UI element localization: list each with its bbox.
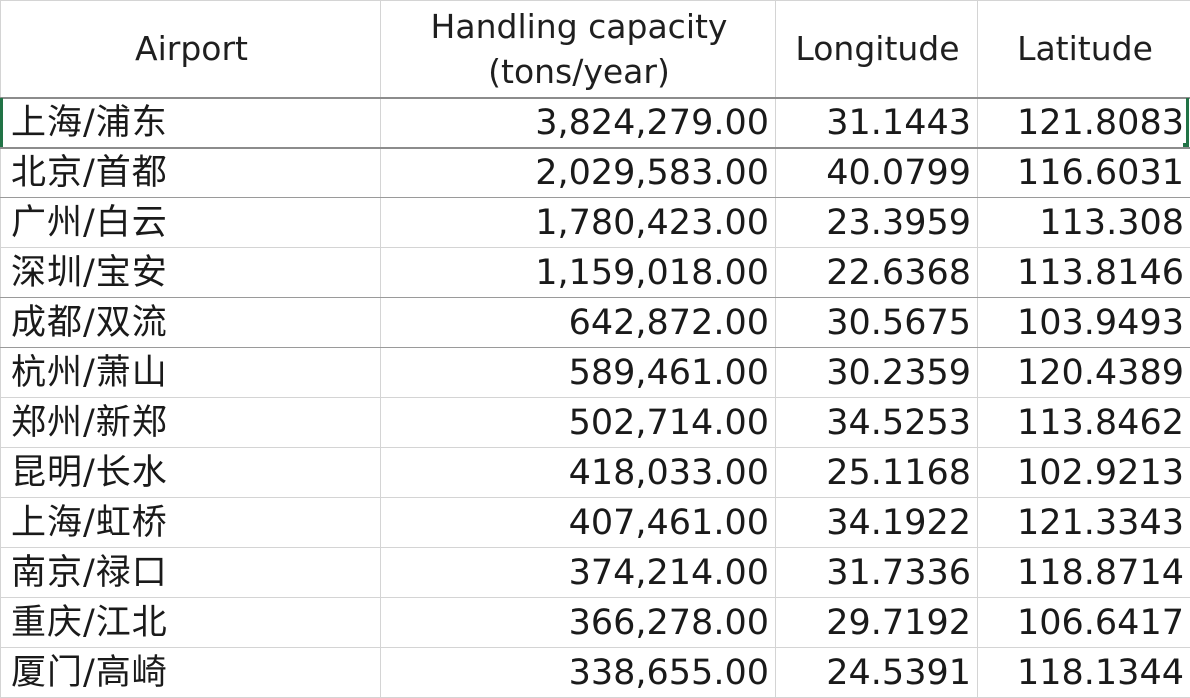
cell-latitude[interactable]: 118.8714 xyxy=(977,547,1190,598)
cell-latitude[interactable]: 106.6417 xyxy=(977,597,1190,648)
table-row: 昆明/长水 418,033.00 25.1168 102.9213 xyxy=(0,447,1190,498)
table-row: 成都/双流 642,872.00 30.5675 103.9493 xyxy=(0,297,1190,348)
cell-latitude[interactable]: 116.6031 xyxy=(977,147,1190,198)
header-longitude[interactable]: Longitude xyxy=(775,0,978,99)
header-airport[interactable]: Airport xyxy=(0,0,381,99)
cell-longitude[interactable]: 30.5675 xyxy=(775,297,978,348)
cell-capacity[interactable]: 366,278.00 xyxy=(380,597,776,648)
table-row: 重庆/江北 366,278.00 29.7192 106.6417 xyxy=(0,597,1190,648)
header-latitude[interactable]: Latitude xyxy=(977,0,1190,99)
cell-capacity[interactable]: 3,824,279.00 xyxy=(380,97,776,149)
cell-longitude[interactable]: 31.1443 xyxy=(775,97,978,149)
table-row: 南京/禄口 374,214.00 31.7336 118.8714 xyxy=(0,547,1190,598)
cell-latitude[interactable]: 103.9493 xyxy=(977,297,1190,348)
cell-airport[interactable]: 广州/白云 xyxy=(0,197,381,248)
cell-longitude[interactable]: 22.6368 xyxy=(775,247,978,298)
header-capacity-line2: (tons/year) xyxy=(488,51,670,91)
cell-longitude[interactable]: 23.3959 xyxy=(775,197,978,248)
cell-airport[interactable]: 上海/虹桥 xyxy=(0,497,381,548)
cell-airport[interactable]: 郑州/新郑 xyxy=(0,397,381,448)
table-row: 上海/虹桥 407,461.00 34.1922 121.3343 xyxy=(0,497,1190,548)
header-capacity-line1: Handling capacity xyxy=(430,6,728,46)
cell-airport[interactable]: 重庆/江北 xyxy=(0,597,381,648)
cell-latitude[interactable]: 118.1344 xyxy=(977,647,1190,698)
cell-latitude[interactable]: 121.8083 xyxy=(977,97,1190,149)
selection-border-left xyxy=(0,98,3,147)
cell-latitude[interactable]: 121.3343 xyxy=(977,497,1190,548)
cell-longitude[interactable]: 24.5391 xyxy=(775,647,978,698)
cell-capacity[interactable]: 589,461.00 xyxy=(380,347,776,398)
table-row: 杭州/萧山 589,461.00 30.2359 120.4389 xyxy=(0,347,1190,398)
cell-airport[interactable]: 成都/双流 xyxy=(0,297,381,348)
cell-longitude[interactable]: 29.7192 xyxy=(775,597,978,648)
cell-capacity[interactable]: 1,780,423.00 xyxy=(380,197,776,248)
cell-longitude[interactable]: 34.1922 xyxy=(775,497,978,548)
cell-capacity[interactable]: 642,872.00 xyxy=(380,297,776,348)
cell-airport[interactable]: 北京/首都 xyxy=(0,147,381,198)
cell-latitude[interactable]: 120.4389 xyxy=(977,347,1190,398)
table-row: 深圳/宝安 1,159,018.00 22.6368 113.8146 xyxy=(0,247,1190,298)
cell-longitude[interactable]: 25.1168 xyxy=(775,447,978,498)
cell-capacity[interactable]: 1,159,018.00 xyxy=(380,247,776,298)
cell-airport[interactable]: 厦门/高崎 xyxy=(0,647,381,698)
table-row: 郑州/新郑 502,714.00 34.5253 113.8462 xyxy=(0,397,1190,448)
cell-capacity[interactable]: 502,714.00 xyxy=(380,397,776,448)
cell-capacity[interactable]: 407,461.00 xyxy=(380,497,776,548)
cell-longitude[interactable]: 34.5253 xyxy=(775,397,978,448)
cell-longitude[interactable]: 30.2359 xyxy=(775,347,978,398)
cell-airport[interactable]: 昆明/长水 xyxy=(0,447,381,498)
selection-fill-handle[interactable] xyxy=(1183,143,1189,147)
cell-longitude[interactable]: 40.0799 xyxy=(775,147,978,198)
header-row: Airport Handling capacity (tons/year) Lo… xyxy=(0,0,1190,99)
cell-airport[interactable]: 南京/禄口 xyxy=(0,547,381,598)
cell-latitude[interactable]: 113.8462 xyxy=(977,397,1190,448)
cell-capacity[interactable]: 418,033.00 xyxy=(380,447,776,498)
cell-airport[interactable]: 深圳/宝安 xyxy=(0,247,381,298)
cell-airport[interactable]: 上海/浦东 xyxy=(0,97,381,149)
cell-capacity[interactable]: 2,029,583.00 xyxy=(380,147,776,198)
table-row: 上海/浦东 3,824,279.00 31.1443 121.8083 xyxy=(0,97,1190,149)
table-row: 广州/白云 1,780,423.00 23.3959 113.308 xyxy=(0,197,1190,248)
table-row: 厦门/高崎 338,655.00 24.5391 118.1344 xyxy=(0,647,1190,698)
cell-airport[interactable]: 杭州/萧山 xyxy=(0,347,381,398)
table-row: 北京/首都 2,029,583.00 40.0799 116.6031 xyxy=(0,147,1190,198)
cell-latitude[interactable]: 102.9213 xyxy=(977,447,1190,498)
cell-capacity[interactable]: 338,655.00 xyxy=(380,647,776,698)
cell-latitude[interactable]: 113.8146 xyxy=(977,247,1190,298)
cell-latitude[interactable]: 113.308 xyxy=(977,197,1190,248)
cell-capacity[interactable]: 374,214.00 xyxy=(380,547,776,598)
cell-longitude[interactable]: 31.7336 xyxy=(775,547,978,598)
header-capacity[interactable]: Handling capacity (tons/year) xyxy=(380,0,776,99)
selection-border-right xyxy=(1186,98,1189,147)
